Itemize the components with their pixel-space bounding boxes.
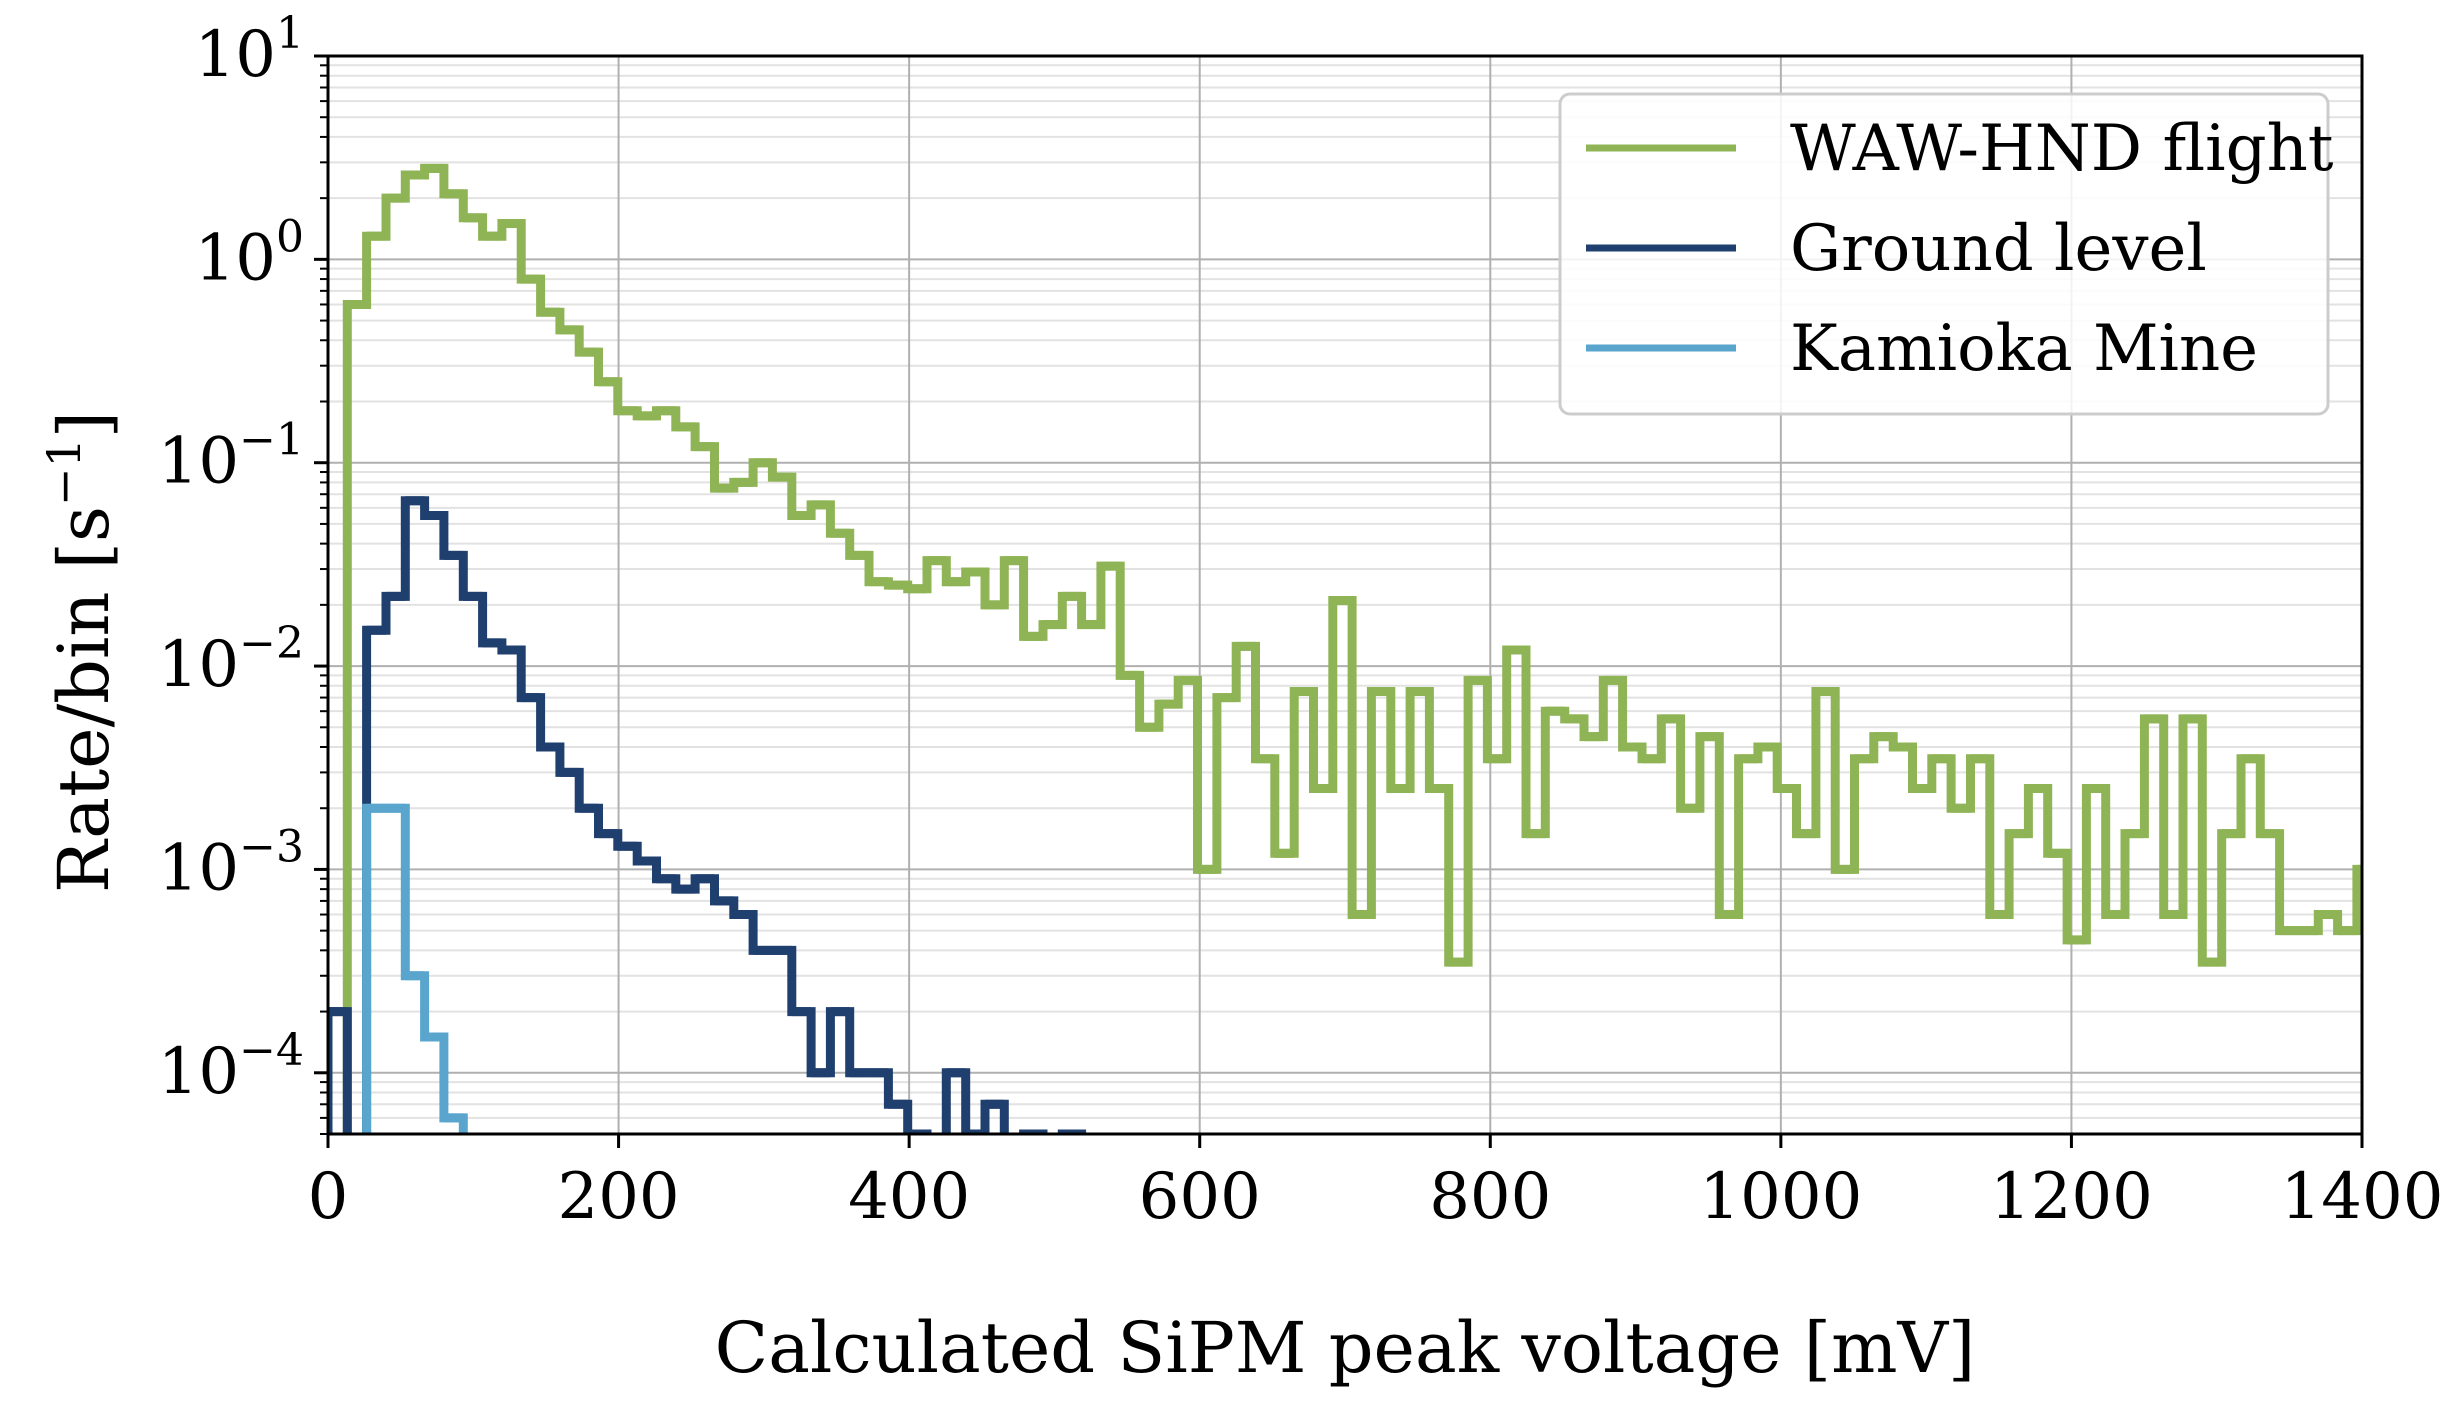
series-0 <box>342 163 2362 1134</box>
x-tick-label: 200 <box>557 1160 679 1234</box>
series-layer <box>328 163 2362 1134</box>
x-axis-ticks: 0 200 400 600 800 1000 1200 1400 <box>308 1134 2444 1234</box>
series-2 <box>362 803 468 1134</box>
y-tick-label: 10−1 <box>158 415 304 499</box>
legend: WAW-HND flight Ground level Kamioka Mine <box>1558 92 2334 416</box>
y-tick-base: 10 <box>158 425 239 499</box>
y-tick-label: 101 <box>195 8 304 92</box>
y-tick-base: 10 <box>158 831 239 905</box>
x-tick-label: 400 <box>848 1160 970 1234</box>
y-axis-title-main: Rate/bin [s <box>43 506 125 893</box>
y-axis-title-exponent: −1 <box>37 438 91 506</box>
series-line <box>342 163 2362 1134</box>
y-tick-base: 10 <box>195 221 276 295</box>
x-axis-title: Calculated SiPM peak voltage [mV] <box>715 1307 1976 1389</box>
x-tick-label: 600 <box>1139 1160 1261 1234</box>
y-tick-exponent: 0 <box>276 211 304 262</box>
x-tick-label: 1400 <box>2281 1160 2444 1234</box>
y-tick-base: 10 <box>195 18 276 92</box>
x-tick-label: 1000 <box>1699 1160 1862 1234</box>
series-line <box>328 496 1087 1134</box>
y-axis-title: Rate/bin [s−1] <box>37 411 125 893</box>
legend-frame <box>1558 92 2330 416</box>
legend-label-kamioka: Kamioka Mine <box>1790 312 2258 386</box>
x-tick-label: 0 <box>308 1160 349 1234</box>
plot-frame <box>326 54 2364 1136</box>
y-tick-base: 10 <box>158 1035 239 1109</box>
y-tick-label: 10−2 <box>158 618 304 702</box>
x-tick-label: 800 <box>1429 1160 1551 1234</box>
y-tick-exponent: −2 <box>239 618 304 669</box>
y-tick-base: 10 <box>158 628 239 702</box>
x-tick-label: 1200 <box>1990 1160 2153 1234</box>
series-line <box>362 803 468 1134</box>
y-tick-exponent: −4 <box>239 1025 304 1076</box>
y-tick-label: 10−3 <box>158 821 304 905</box>
y-tick-exponent: −3 <box>239 821 304 872</box>
y-tick-label: 100 <box>195 211 304 295</box>
y-tick-label: 10−4 <box>158 1025 304 1109</box>
legend-label-ground: Ground level <box>1790 212 2207 286</box>
series-1 <box>328 496 1087 1134</box>
legend-label-flight: WAW-HND flight <box>1790 112 2334 186</box>
y-axis-title-end: ] <box>43 411 125 438</box>
y-tick-exponent: −1 <box>239 415 304 466</box>
y-tick-exponent: 1 <box>276 8 304 59</box>
